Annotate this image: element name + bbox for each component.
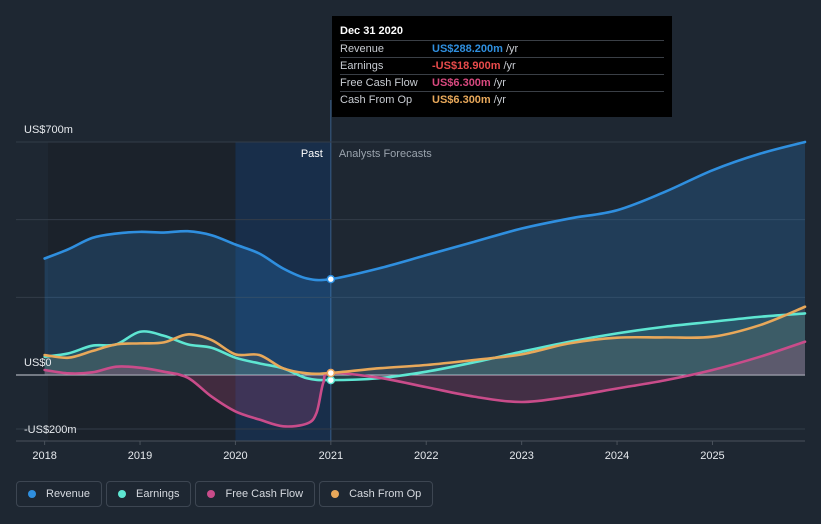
revenue-line [43,140,807,282]
y-tick-label: US$0 [24,357,52,369]
highlight-region [235,142,331,441]
legend-item-cash-from-op[interactable]: Cash From Op [319,481,434,507]
tooltip: Dec 31 2020 Revenue US$288.200m /yr Earn… [332,16,672,117]
past-label: Past [301,148,323,160]
legend-label: Revenue [46,488,91,500]
free-cash-flow-area [44,341,806,427]
revenue-point [326,274,336,284]
legend-dot-icon [331,490,340,498]
tooltip-row-earnings: Earnings -US$18.900m /yr [340,57,664,74]
tooltip-label: Revenue [340,43,385,55]
x-tick-label: 2019 [128,450,152,462]
tooltip-label: Earnings [340,60,384,72]
legend-label: Earnings [136,488,180,500]
x-tick-label: 2021 [319,450,343,462]
x-tick-label: 2020 [223,450,247,462]
cash-from-op-point [326,368,336,378]
tooltip-value: -US$18.900m [432,60,501,72]
tooltip-value: US$6.300m [432,77,491,89]
free-cash-flow-line [43,340,807,428]
tooltip-unit: /yr [503,60,516,72]
tooltip-unit: /yr [505,43,519,55]
earnings-point [326,375,336,385]
x-tick-label: 2018 [32,450,56,462]
legend-item-free-cash-flow[interactable]: Free Cash Flow [195,481,316,507]
legend-label: Free Cash Flow [225,488,304,500]
earnings-line [43,312,807,382]
forecast-label: Analysts Forecasts [339,148,432,160]
legend-item-revenue[interactable]: Revenue [16,481,103,507]
legend: Revenue Earnings Free Cash Flow Cash Fro… [16,481,434,507]
x-tick-label: 2025 [700,450,724,462]
tooltip-unit: /yr [493,77,506,89]
tooltip-row-revenue: Revenue US$288.200m /yr [340,40,664,57]
legend-dot-icon [207,490,216,498]
x-tick-label: 2022 [414,450,438,462]
earnings-area [44,313,806,381]
tooltip-value: US$6.300m [432,94,491,106]
tooltip-value: US$288.200m [432,43,503,55]
revenue-area [44,142,806,375]
cash-from-op-line [43,305,807,376]
tooltip-row-free-cash-flow: Free Cash Flow US$6.300m /yr [340,74,664,91]
y-tick-label: -US$200m [24,424,77,436]
tooltip-date: Dec 31 2020 [340,25,403,37]
legend-dot-icon [28,490,36,498]
legend-item-earnings[interactable]: Earnings [106,481,192,507]
tooltip-row-cash-from-op: Cash From Op US$6.300m /yr [340,91,664,108]
tooltip-label: Free Cash Flow [340,77,418,89]
legend-dot-icon [118,490,127,498]
x-tick-label: 2024 [605,450,629,462]
tooltip-unit: /yr [493,94,506,106]
tooltip-label: Cash From Op [340,94,413,106]
x-tick-label: 2023 [509,450,533,462]
legend-label: Cash From Op [349,488,422,500]
y-tick-label: US$700m [24,124,73,136]
